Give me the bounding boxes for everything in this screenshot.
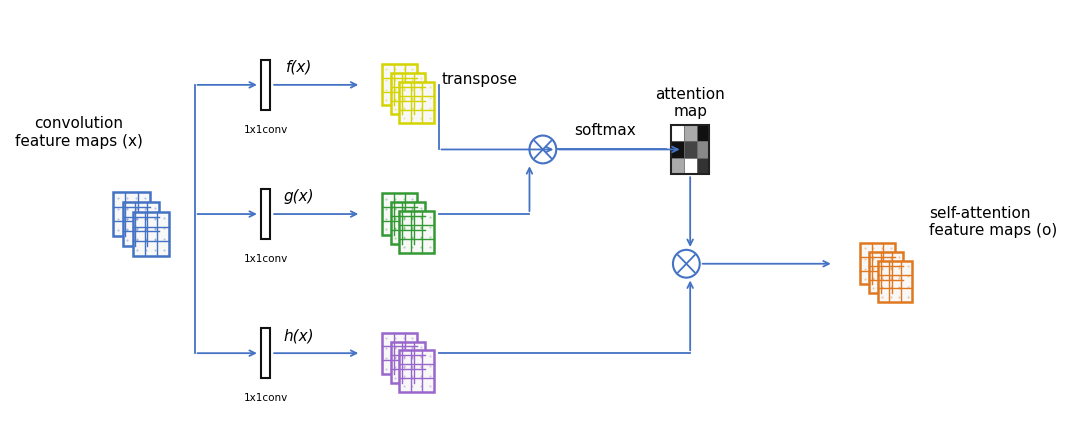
Bar xyxy=(382,194,417,234)
Text: attention
map: attention map xyxy=(656,87,725,119)
Text: 1x1conv: 1x1conv xyxy=(243,254,287,264)
Text: convolution
feature maps (x): convolution feature maps (x) xyxy=(15,116,143,149)
Bar xyxy=(671,125,710,174)
Text: self-attention
feature maps (o): self-attention feature maps (o) xyxy=(929,206,1057,238)
Bar xyxy=(113,192,150,236)
Bar xyxy=(400,350,434,392)
Bar xyxy=(684,141,697,158)
Bar xyxy=(382,64,417,105)
Bar xyxy=(671,158,684,174)
Bar xyxy=(382,333,417,374)
Bar xyxy=(878,261,913,302)
Text: f(x): f(x) xyxy=(286,60,312,75)
Bar xyxy=(123,202,159,246)
Text: transpose: transpose xyxy=(442,72,517,87)
Bar xyxy=(684,158,697,174)
Bar xyxy=(391,341,426,383)
Text: 1x1conv: 1x1conv xyxy=(243,393,287,403)
Bar xyxy=(861,243,895,284)
Bar xyxy=(133,212,168,256)
Bar xyxy=(684,125,697,141)
Bar xyxy=(671,141,684,158)
Bar xyxy=(400,211,434,253)
Bar xyxy=(391,73,426,115)
Bar xyxy=(261,328,270,378)
Circle shape xyxy=(673,250,700,278)
Bar xyxy=(400,82,434,123)
Bar xyxy=(697,158,710,174)
Bar xyxy=(697,125,710,141)
Bar xyxy=(697,141,710,158)
Text: 1x1conv: 1x1conv xyxy=(243,125,287,135)
Text: h(x): h(x) xyxy=(284,328,314,343)
Bar xyxy=(671,125,684,141)
Circle shape xyxy=(529,135,556,163)
Bar xyxy=(391,202,426,244)
Text: softmax: softmax xyxy=(575,123,636,138)
Text: g(x): g(x) xyxy=(284,189,314,204)
Bar xyxy=(869,252,904,293)
Bar xyxy=(261,60,270,110)
Bar xyxy=(261,189,270,239)
